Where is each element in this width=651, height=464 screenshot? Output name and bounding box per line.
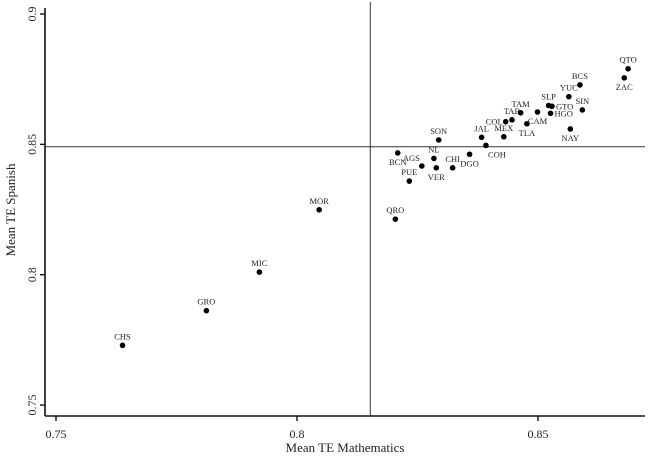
y-tick-label: 0.9 [25,7,39,22]
point-chs [119,342,126,349]
point-label: QRO [386,205,404,215]
point-nl [431,155,437,162]
point-label: NAY [561,133,579,143]
point-sin [579,107,586,113]
point-qto [625,65,631,72]
point-label: MIC [251,258,267,268]
point-mic [256,269,263,275]
point-label: GTO [556,101,573,111]
y-tick-label: 0.85 [25,134,39,155]
point-label: QTO [619,55,636,65]
point-label: SLP [541,92,556,102]
point-label: TAB [504,106,521,116]
point-bcn [394,150,401,156]
point-tam [517,110,524,116]
point-bcs [577,82,583,88]
x-tick-label: 0.75 [46,427,67,441]
point-label: JAL [474,123,489,133]
point-label: NL [428,144,439,154]
point-label: BCS [572,71,588,81]
point-jal [478,134,485,141]
point-zac [621,75,628,81]
point-label: AGS [403,153,420,163]
point-label: HGO [555,108,573,118]
point-label: SON [430,126,447,136]
point-pue [406,178,413,184]
point-label: YUC [560,83,578,93]
y-axis-label: Mean TE Spanish [3,163,18,256]
point-ags [419,163,425,169]
point-gro [203,307,210,314]
x-axis-label: Mean TE Mathematics [286,440,405,455]
point-label: CHI [445,154,460,164]
point-mex [500,133,507,140]
point-mor [316,206,322,213]
point-label: CAM [528,116,548,126]
point-label: MOR [309,196,329,206]
point-label: VER [428,172,445,182]
point-ver [433,165,440,171]
point-gto [549,103,555,110]
x-tick-label: 0.8 [290,427,305,441]
point-qro [392,216,399,222]
point-label: ZAC [616,82,633,92]
x-tick-label: 0.85 [528,427,549,441]
point-tla [524,120,530,127]
point-label: CHS [114,331,131,341]
point-label: COH [488,149,506,159]
point-label: DGO [460,158,478,168]
point-coh [483,142,489,149]
point-dgo [466,151,473,158]
point-hgo [547,110,554,117]
point-tab [509,117,515,123]
point-nay [567,126,574,132]
point-label: COL [486,117,503,127]
point-son [435,137,442,143]
point-label: MEX [494,123,513,133]
y-tick-label: 0.8 [25,267,39,282]
point-label: PUE [401,167,417,177]
point-cam [534,109,541,115]
point-label: TAM [512,99,531,109]
point-col [502,118,509,125]
point-label: GRO [197,297,215,307]
point-yuc [566,93,572,100]
point-label: SIN [575,96,589,106]
point-label: BCN [389,157,406,167]
y-tick-label: 0.75 [25,395,39,416]
point-label: TLA [519,128,536,138]
point-chi [449,165,456,171]
